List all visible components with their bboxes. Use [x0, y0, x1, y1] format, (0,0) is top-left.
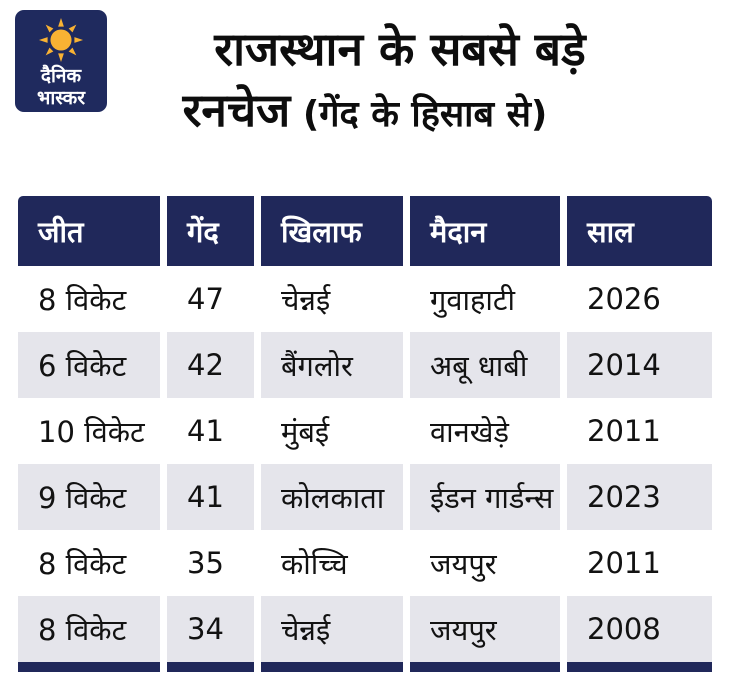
- cell-year: 2011: [567, 398, 712, 464]
- cell-against: कोलकाता: [261, 464, 403, 530]
- cell-year: 2014: [567, 332, 712, 398]
- cell-win: 8 विकेट: [18, 530, 160, 596]
- title-line-1: राजस्थान के सबसे बड़े: [214, 22, 586, 76]
- cell-balls: 41: [167, 464, 254, 530]
- cell-against: चेन्नई: [261, 596, 403, 662]
- logo-text-line1: दैनिक: [40, 65, 82, 87]
- cell-ground: गुवाहाटी: [410, 266, 560, 332]
- cell-ground: जयपुर: [410, 596, 560, 662]
- bottom-bar-segment: [18, 662, 160, 672]
- table-row: 10 विकेट 41 मुंबई वानखेड़े 2011: [18, 398, 712, 464]
- cell-win: 10 विकेट: [18, 398, 160, 464]
- runchase-table: जीत गेंद खिलाफ मैदान साल 8 विकेट 47 चेन्…: [18, 196, 712, 672]
- cell-balls: 34: [167, 596, 254, 662]
- table-row: 9 विकेट 41 कोलकाता ईडन गार्डन्स 2023: [18, 464, 712, 530]
- cell-ground: वानखेड़े: [410, 398, 560, 464]
- col-header-against: खिलाफ: [261, 196, 403, 266]
- cell-against: चेन्नई: [261, 266, 403, 332]
- page-title: राजस्थान के सबसे बड़े रनचेज (गेंद के हिस…: [0, 18, 730, 145]
- cell-balls: 41: [167, 398, 254, 464]
- cell-win: 9 विकेट: [18, 464, 160, 530]
- table-row: 8 विकेट 35 कोच्चि जयपुर 2011: [18, 530, 712, 596]
- table-bottom-bar: [18, 662, 712, 672]
- cell-balls: 47: [167, 266, 254, 332]
- col-header-win: जीत: [18, 196, 160, 266]
- cell-year: 2011: [567, 530, 712, 596]
- cell-against: मुंबई: [261, 398, 403, 464]
- cell-against: कोच्चि: [261, 530, 403, 596]
- masthead: दैनिक भास्कर राजस्थान के सबसे बड़े रनचेज…: [0, 0, 730, 186]
- title-line-2-main: रनचेज: [182, 83, 291, 137]
- bottom-bar-segment: [410, 662, 560, 672]
- col-header-ground: मैदान: [410, 196, 560, 266]
- cell-year: 2023: [567, 464, 712, 530]
- col-header-year: साल: [567, 196, 712, 266]
- cell-ground: अबू धाबी: [410, 332, 560, 398]
- cell-win: 8 विकेट: [18, 596, 160, 662]
- cell-win: 8 विकेट: [18, 266, 160, 332]
- cell-against: बैंगलोर: [261, 332, 403, 398]
- bottom-bar-segment: [567, 662, 712, 672]
- table-header-row: जीत गेंद खिलाफ मैदान साल: [18, 196, 712, 266]
- sun-icon: [38, 17, 84, 63]
- cell-year: 2026: [567, 266, 712, 332]
- col-header-balls: गेंद: [167, 196, 254, 266]
- cell-win: 6 विकेट: [18, 332, 160, 398]
- cell-ground: ईडन गार्डन्स: [410, 464, 560, 530]
- cell-ground: जयपुर: [410, 530, 560, 596]
- bottom-bar-segment: [167, 662, 254, 672]
- dainik-bhaskar-logo: दैनिक भास्कर: [15, 10, 107, 112]
- cell-balls: 35: [167, 530, 254, 596]
- title-line-2-sub: (गेंद के हिसाब से): [290, 94, 548, 135]
- title-line-2: रनचेज (गेंद के हिसाब से): [0, 80, 730, 145]
- logo-text-line2: भास्कर: [36, 87, 86, 109]
- table-row: 8 विकेट 34 चेन्नई जयपुर 2008: [18, 596, 712, 662]
- cell-year: 2008: [567, 596, 712, 662]
- table-row: 8 विकेट 47 चेन्नई गुवाहाटी 2026: [18, 266, 712, 332]
- bottom-bar-segment: [261, 662, 403, 672]
- table-row: 6 विकेट 42 बैंगलोर अबू धाबी 2014: [18, 332, 712, 398]
- cell-balls: 42: [167, 332, 254, 398]
